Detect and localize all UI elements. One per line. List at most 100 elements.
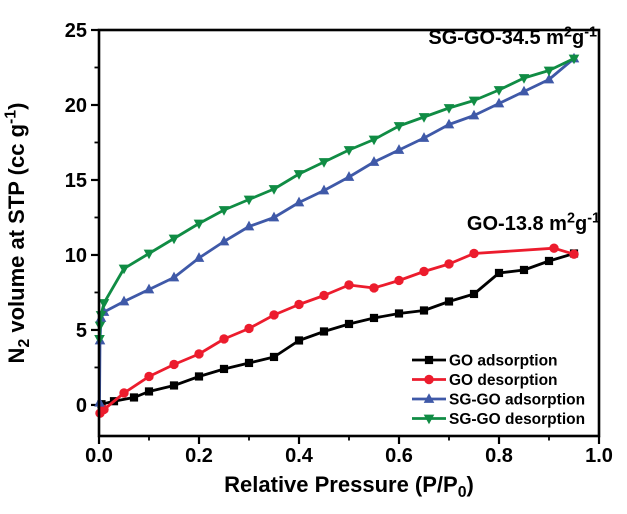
marker-triangle-down bbox=[493, 86, 505, 96]
marker-triangle-down bbox=[423, 414, 435, 425]
series-sg-go-desorption bbox=[94, 54, 580, 345]
series-go-adsorption bbox=[97, 249, 579, 409]
x-tick-label: 0.0 bbox=[85, 445, 113, 467]
annotation-sg-go: SG-GO-34.5 m2g-1 bbox=[428, 24, 597, 49]
marker-circle bbox=[424, 374, 434, 385]
marker-triangle-up bbox=[518, 85, 530, 96]
marker-square bbox=[419, 306, 429, 315]
marker-circle bbox=[99, 404, 109, 415]
marker-triangle-up bbox=[543, 73, 555, 84]
x-axis: 0.0 0.2 0.4 0.6 0.8 1.0 bbox=[85, 436, 613, 467]
marker-triangle-down bbox=[268, 185, 280, 195]
marker-triangle-up bbox=[418, 132, 430, 142]
legend-label: SG-GO adsorption bbox=[449, 392, 585, 409]
legend-label: GO desorption bbox=[449, 372, 558, 389]
marker-circle bbox=[344, 280, 354, 290]
y-tick-label: 20 bbox=[65, 95, 87, 117]
marker-triangle-up bbox=[168, 271, 180, 282]
legend-label: GO adsorption bbox=[449, 353, 558, 370]
marker-triangle-down bbox=[468, 96, 480, 107]
x-tick-label: 1.0 bbox=[585, 445, 613, 467]
marker-square bbox=[129, 393, 139, 402]
marker-triangle-up bbox=[118, 295, 130, 306]
plot-frame bbox=[97, 28, 601, 438]
marker-triangle-down bbox=[143, 249, 155, 260]
marker-triangle-up bbox=[318, 184, 330, 195]
y-tick-label: 0 bbox=[76, 395, 87, 417]
marker-circle bbox=[119, 388, 129, 398]
marker-square bbox=[369, 313, 379, 323]
marker-square bbox=[319, 327, 329, 336]
marker-triangle-up bbox=[443, 118, 455, 129]
y-tick-label: 10 bbox=[65, 245, 87, 267]
x-tick-label: 0.6 bbox=[385, 445, 413, 467]
legend: GO adsorption GO desorption SG-GO adsorpti… bbox=[412, 353, 585, 428]
marker-circle bbox=[569, 249, 579, 259]
marker-square bbox=[519, 265, 529, 275]
marker-circle bbox=[469, 248, 479, 259]
marker-circle bbox=[549, 243, 559, 253]
marker-circle bbox=[294, 299, 304, 310]
legend-item-sg-go-adsorption: SG-GO adsorption bbox=[412, 392, 585, 409]
marker-square bbox=[494, 268, 504, 278]
marker-square bbox=[294, 336, 304, 345]
marker-triangle-down bbox=[243, 195, 255, 206]
x-tick-label: 0.2 bbox=[185, 445, 213, 467]
marker-square bbox=[444, 297, 454, 306]
x-tick-label: 0.4 bbox=[285, 445, 314, 467]
y-tick-label: 15 bbox=[65, 170, 87, 192]
marker-triangle-down bbox=[318, 158, 330, 168]
marker-triangle-down bbox=[98, 299, 110, 309]
marker-triangle-up bbox=[468, 109, 480, 120]
marker-circle bbox=[244, 323, 254, 334]
marker-circle bbox=[369, 283, 379, 293]
x-tick-label: 0.8 bbox=[485, 445, 513, 467]
marker-square bbox=[344, 319, 354, 329]
marker-triangle-up bbox=[423, 393, 435, 403]
marker-square bbox=[469, 289, 479, 299]
marker-triangle-down bbox=[518, 74, 530, 84]
series-go-desorption bbox=[95, 243, 579, 418]
marker-square bbox=[169, 381, 179, 390]
marker-triangle-up bbox=[368, 156, 380, 166]
x-axis-title: Relative Pressure (P/P0) bbox=[224, 472, 474, 501]
marker-triangle-down bbox=[443, 104, 455, 114]
marker-square bbox=[544, 256, 554, 266]
marker-triangle-up bbox=[143, 283, 155, 294]
marker-circle bbox=[194, 349, 204, 359]
marker-triangle-down bbox=[343, 146, 355, 156]
marker-circle bbox=[419, 266, 429, 277]
legend-label: SG-GO desorption bbox=[449, 411, 585, 428]
marker-triangle-down bbox=[568, 54, 580, 65]
marker-circle bbox=[169, 359, 179, 370]
marker-triangle-up bbox=[293, 196, 305, 207]
marker-triangle-up bbox=[393, 144, 405, 154]
marker-triangle-down bbox=[118, 264, 130, 275]
marker-square bbox=[244, 358, 254, 368]
marker-square bbox=[219, 364, 229, 374]
annotation-go: GO-13.8 m2g-1 bbox=[467, 210, 600, 235]
marker-triangle-up bbox=[218, 235, 230, 246]
y-axis: 0 5 10 15 20 25 bbox=[65, 20, 99, 417]
marker-triangle-down bbox=[368, 135, 380, 146]
marker-circle bbox=[144, 371, 154, 382]
marker-square bbox=[394, 309, 404, 318]
marker-square bbox=[269, 352, 279, 362]
marker-triangle-up bbox=[193, 252, 205, 262]
legend-item-sg-go-desorption: SG-GO desorption bbox=[412, 411, 585, 428]
y-tick-label: 5 bbox=[76, 320, 87, 342]
marker-circle bbox=[269, 310, 279, 320]
legend-item-go-desorption: GO desorption bbox=[412, 372, 558, 389]
marker-square bbox=[424, 355, 434, 365]
marker-triangle-up bbox=[343, 171, 355, 181]
marker-square bbox=[194, 372, 204, 381]
marker-circle bbox=[394, 275, 404, 286]
marker-triangle-down bbox=[543, 66, 555, 77]
y-axis-title: N2 volume at STP (cc g-1) bbox=[3, 103, 33, 364]
marker-triangle-down bbox=[418, 113, 430, 123]
marker-triangle-down bbox=[393, 122, 405, 132]
y-tick-label: 25 bbox=[65, 20, 87, 42]
marker-triangle-down bbox=[193, 219, 205, 230]
marker-circle bbox=[319, 290, 329, 301]
